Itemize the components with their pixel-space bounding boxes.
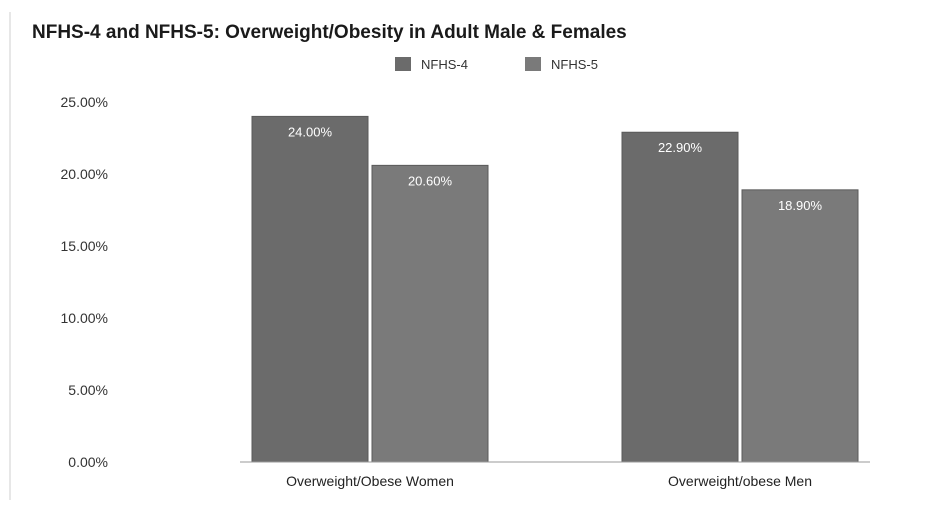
data-label: 24.00% (288, 124, 333, 139)
legend-swatch-nfhs-4 (395, 57, 411, 71)
y-tick-label: 20.00% (61, 166, 108, 182)
legend-label-nfhs-5: NFHS-5 (551, 57, 598, 72)
y-tick-label: 10.00% (61, 310, 108, 326)
data-label: 18.90% (778, 198, 823, 213)
legend: NFHS-4 NFHS-5 (395, 57, 598, 72)
y-tick-label: 0.00% (68, 454, 108, 470)
y-tick-label: 5.00% (68, 382, 108, 398)
bars (252, 116, 858, 462)
y-tick-label: 25.00% (61, 94, 108, 110)
data-label: 22.90% (658, 140, 703, 155)
legend-swatch-nfhs-5 (525, 57, 541, 71)
data-label: 20.60% (408, 173, 453, 188)
bar-nfhs-5-women (372, 165, 488, 462)
chart-title: NFHS-4 and NFHS-5: Overweight/Obesity in… (32, 22, 627, 43)
x-category-label: Overweight/obese Men (668, 473, 812, 489)
legend-label-nfhs-4: NFHS-4 (421, 57, 468, 72)
x-category-label: Overweight/Obese Women (286, 473, 454, 489)
y-tick-label: 15.00% (61, 238, 108, 254)
bar-nfhs-5-men (742, 190, 858, 462)
bar-nfhs-4-women (252, 116, 368, 462)
bar-nfhs-4-men (622, 132, 738, 462)
x-axis: Overweight/Obese Women Overweight/obese M… (240, 462, 870, 489)
y-axis: 0.00% 5.00% 10.00% 15.00% 20.00% 25.00% (61, 94, 108, 470)
